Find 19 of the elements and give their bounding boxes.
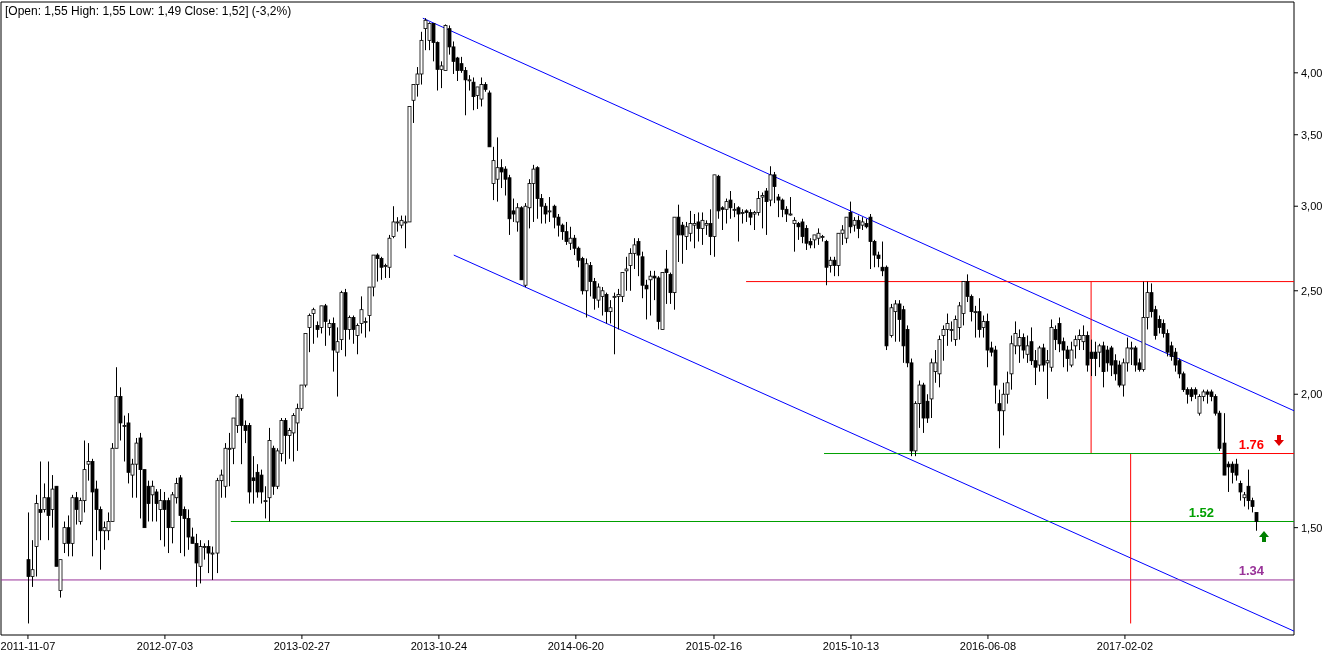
x-tick-label: 2012-07-03: [136, 640, 194, 652]
x-tick-label: 2016-06-08: [959, 640, 1017, 652]
x-tick-label: 2013-10-24: [410, 640, 468, 652]
y-tick-label: 3,00: [1301, 200, 1323, 213]
y-tick-label: 4,00: [1301, 66, 1323, 79]
series-label: 1.34: [1238, 562, 1265, 578]
chart-title: [Open: 1,55 High: 1,55 Low: 1,49 Close: 1,52] (-3,2%): [5, 4, 292, 18]
x-tick-label: 2014-06-20: [547, 640, 604, 652]
y-tick-label: 2,00: [1301, 388, 1323, 401]
x-tick-label: 2011-11-07: [0, 640, 56, 652]
x-tick-label: 2015-02-16: [685, 640, 743, 652]
x-tick-label: 2015-10-13: [822, 640, 880, 652]
series-label: 1.76: [1238, 436, 1264, 452]
y-tick-label: 2,50: [1301, 284, 1323, 297]
x-tick-label: 2017-02-02: [1096, 640, 1154, 652]
x-tick-label: 2013-02-27: [273, 640, 331, 652]
y-tick-label: 3,50: [1301, 128, 1323, 141]
series-label: 1.52: [1188, 504, 1214, 520]
y-tick-label: 1,50: [1301, 521, 1323, 534]
